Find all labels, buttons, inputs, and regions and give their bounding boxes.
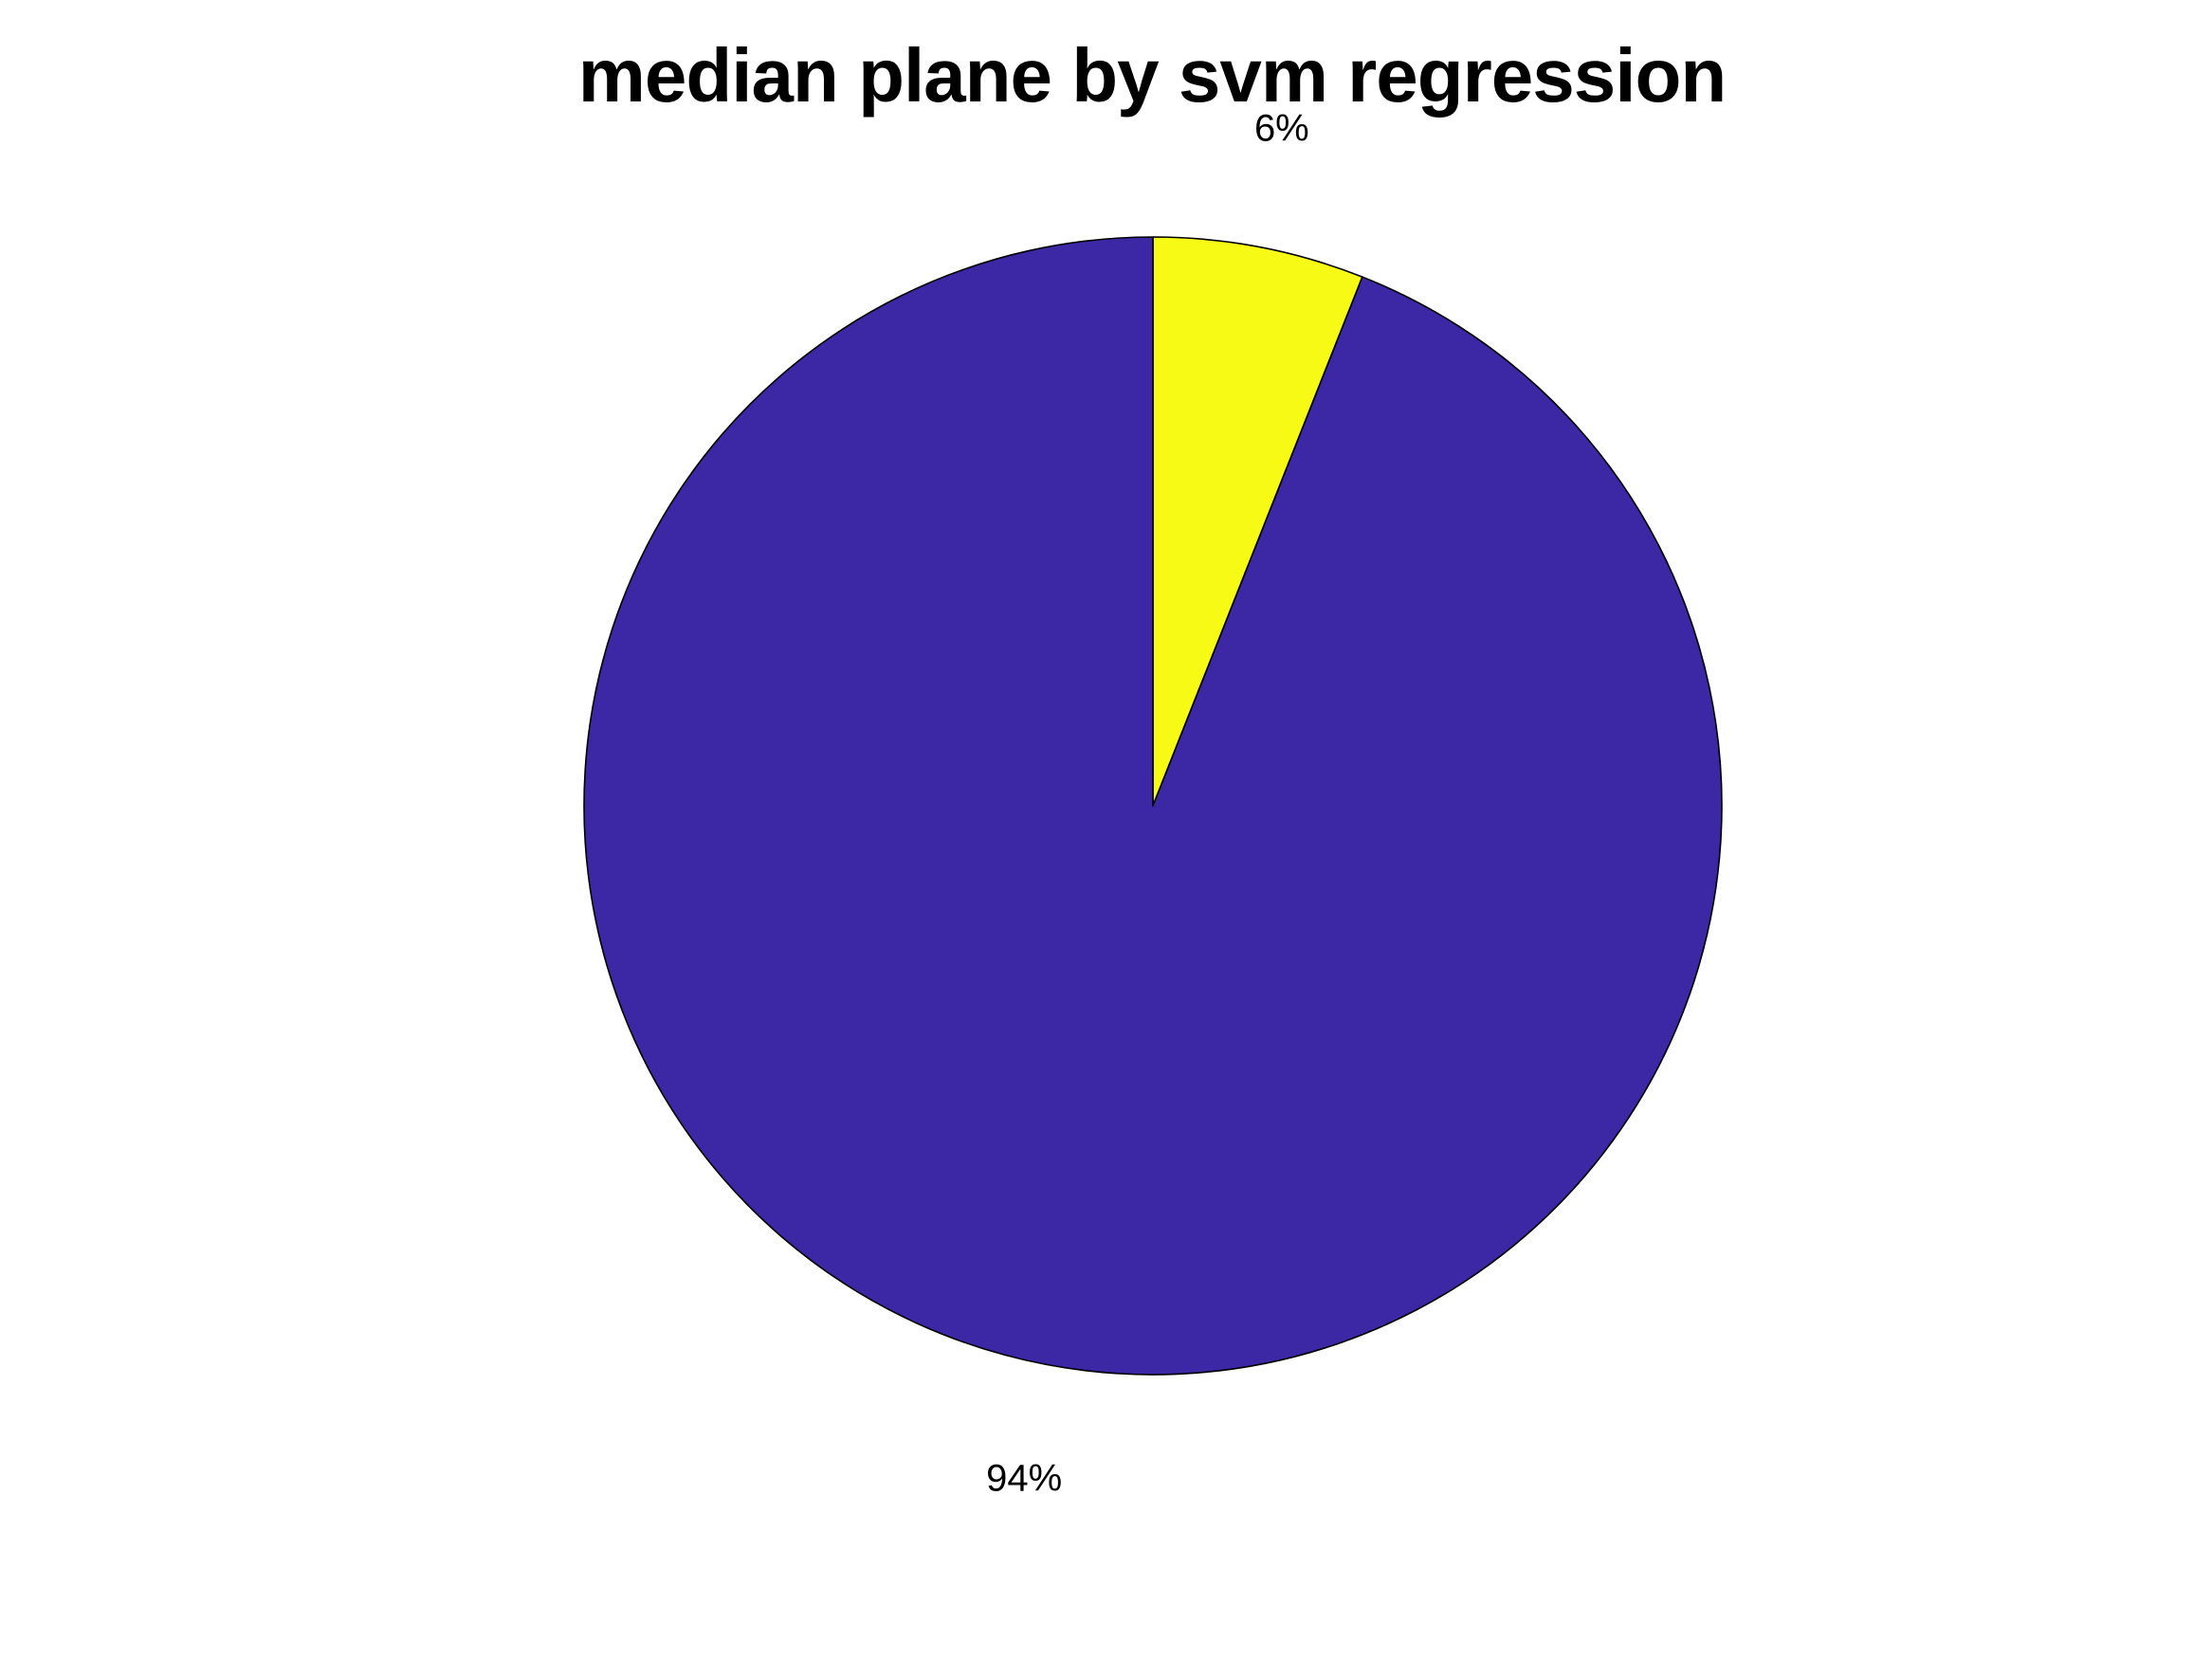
chart-title: median plane by svm regression: [577, 33, 1727, 118]
pie-slice-1: [583, 236, 1723, 1376]
pie-slice-0: [1152, 236, 1363, 807]
pie-slices: [583, 236, 1723, 1376]
pie-slice-label-1: 94%: [986, 1458, 1062, 1500]
pie-slice-label-0: 6%: [1254, 107, 1309, 149]
pie-labels: 6% 94%: [986, 107, 1309, 1499]
